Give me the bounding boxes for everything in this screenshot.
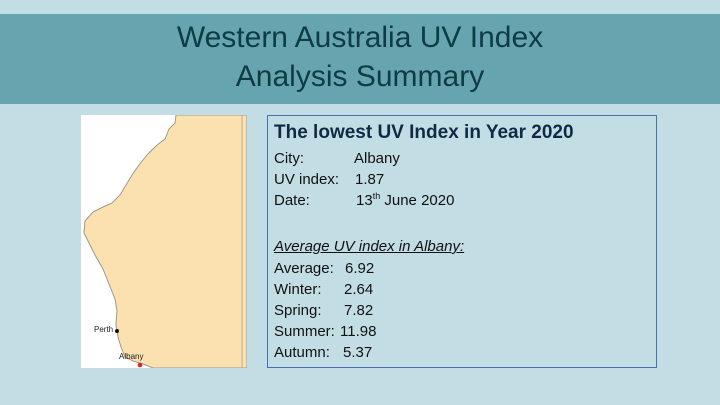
date-value: 13th June 2020 — [356, 190, 454, 211]
date-day: 13 — [356, 192, 373, 209]
average-uv-heading: Average UV index in Albany: — [274, 238, 465, 255]
date-label: Date: — [274, 192, 310, 209]
summer-label: Summer: — [274, 323, 335, 340]
autumn-value: 5.37 — [343, 344, 373, 361]
lowest-uv-heading: The lowest UV Index in Year 2020 — [274, 122, 574, 143]
western-australia-map: Perth Albany — [81, 115, 247, 368]
perth-label: Perth — [94, 325, 114, 334]
winter-value: 2.64 — [344, 281, 374, 298]
date-ordinal-suffix: th — [372, 191, 381, 201]
date-month-year: June 2020 — [380, 192, 455, 209]
slide-title-line-1: Western Australia UV Index — [176, 21, 544, 54]
title-band — [0, 14, 720, 104]
uv-summary-box: The lowest UV Index in Year 2020 City: A… — [267, 115, 657, 368]
slide-title-line-2: Analysis Summary — [235, 60, 485, 93]
albany-marker — [137, 362, 143, 368]
uv-index-label: UV index: — [274, 171, 340, 188]
spring-value: 7.82 — [344, 302, 374, 319]
spring-label: Spring: — [274, 302, 322, 319]
city-value: Albany — [354, 150, 400, 167]
winter-label: Winter: — [274, 281, 322, 298]
city-label: City: — [274, 150, 304, 167]
average-value: 6.92 — [345, 260, 375, 277]
perth-marker — [115, 329, 119, 333]
map-graphic — [83, 115, 247, 368]
wa-landmass — [83, 115, 247, 368]
average-label: Average: — [274, 260, 334, 277]
autumn-label: Autumn: — [274, 344, 330, 361]
albany-label: Albany — [119, 352, 144, 361]
summer-value: 11.98 — [340, 323, 377, 340]
uv-index-value: 1.87 — [355, 171, 385, 188]
